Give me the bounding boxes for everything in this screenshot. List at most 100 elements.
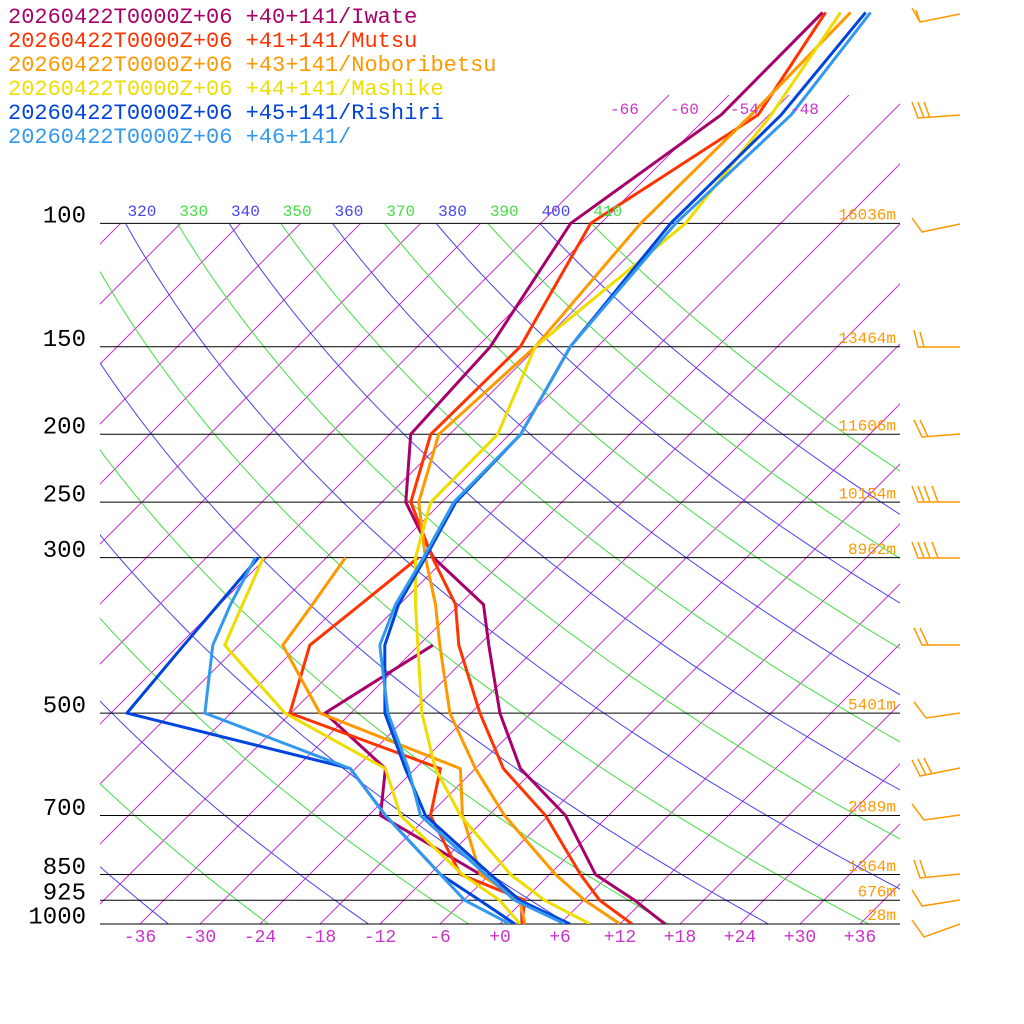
x-tick-label: +36 — [844, 928, 876, 948]
x-tick-label: -30 — [184, 928, 216, 948]
theta-label: 360 — [335, 203, 364, 221]
isotherm — [100, 224, 181, 305]
x-tick-label: -24 — [244, 928, 276, 948]
temperature-line — [404, 11, 824, 924]
isotherm-label: -48 — [790, 101, 819, 119]
dry-adiabat — [100, 617, 469, 924]
isotherm — [439, 463, 900, 924]
height-label: 5401m — [848, 696, 896, 714]
y-tick-label: 100 — [43, 204, 86, 231]
isotherm — [100, 95, 850, 845]
height-label: 676m — [858, 883, 896, 901]
height-label: 16036m — [838, 207, 896, 225]
theta-label: 370 — [386, 203, 415, 221]
wind-barb — [911, 803, 961, 821]
wind-barb — [911, 541, 960, 559]
theta-label: 390 — [490, 203, 519, 221]
isotherm — [319, 343, 900, 924]
x-tick-label: -18 — [304, 928, 336, 948]
x-tick-label: +0 — [489, 928, 511, 948]
temperature-line — [417, 11, 852, 924]
isotherm — [199, 223, 900, 924]
theta-label: 380 — [438, 203, 467, 221]
height-label: 10154m — [838, 485, 896, 503]
dry-adiabat — [100, 700, 369, 924]
x-tick-label: +6 — [549, 928, 571, 948]
wind-barb — [913, 859, 961, 879]
x-tick-label: +12 — [604, 928, 636, 948]
theta-label: 410 — [593, 203, 622, 221]
background-lines — [0, 95, 900, 924]
dry-adiabat — [177, 224, 900, 840]
isotherm — [559, 583, 900, 924]
isotherm — [679, 703, 900, 924]
theta-label: 340 — [231, 203, 260, 221]
wind-barb — [911, 217, 961, 233]
theta-label: 330 — [179, 203, 208, 221]
y-tick-label: 1000 — [28, 904, 86, 931]
labels: -66 -60 -54 -48 320 330 340 350 360 370 380 390 400 4… — [8, 5, 896, 948]
height-label: 2889m — [848, 799, 896, 817]
isotherm-label: -66 — [610, 101, 639, 119]
wind-barb — [911, 919, 961, 938]
dry-adiabat — [100, 783, 269, 924]
isotherm — [100, 95, 670, 665]
temperature-line — [413, 11, 842, 924]
temperature-line — [383, 11, 867, 924]
wind-barb — [911, 889, 961, 907]
isotherm — [100, 224, 301, 425]
legend-entry: 20260422T0000Z+06 +45+141/Rishiri — [8, 101, 444, 126]
dry-adiabat — [539, 224, 900, 516]
wind-barb — [913, 701, 961, 719]
dry-adiabat — [384, 224, 900, 650]
wind-barb — [913, 627, 960, 646]
isotherm — [259, 283, 900, 924]
isotherm — [499, 523, 900, 924]
theta-label: 400 — [542, 203, 571, 221]
isotherm-label: -54 — [730, 101, 759, 119]
theta-label: 350 — [283, 203, 312, 221]
dry-adiabat — [332, 224, 900, 696]
isotherm — [379, 403, 900, 924]
height-label: 28m — [867, 907, 896, 925]
y-tick-label: 300 — [43, 538, 86, 565]
isotherm — [100, 95, 790, 785]
wind-barb — [913, 329, 960, 348]
y-tick-label: 250 — [43, 483, 86, 510]
dry-adiabat — [436, 224, 900, 604]
wind-barb — [911, 485, 960, 503]
dry-adiabat — [487, 224, 900, 560]
dry-adiabat — [125, 224, 900, 890]
dry-adiabat — [100, 361, 769, 924]
height-label: 11606m — [838, 417, 896, 435]
dry-adiabat — [100, 449, 669, 924]
theta-label: 320 — [128, 203, 157, 221]
temperature-line — [378, 11, 872, 924]
wind-barbs — [911, 7, 961, 938]
x-tick-label: -12 — [364, 928, 396, 948]
x-tick-label: -36 — [124, 928, 156, 948]
isotherm-label: -60 — [670, 101, 699, 119]
profiles — [125, 11, 872, 924]
y-tick-label: 150 — [43, 327, 86, 354]
y-tick-label: 700 — [43, 796, 86, 823]
legend-entry: 20260422T0000Z+06 +40+141/Iwate — [8, 5, 417, 30]
isotherm — [0, 223, 1, 924]
isotherm — [100, 103, 900, 905]
isotherm — [100, 224, 241, 365]
height-label: 13464m — [838, 330, 896, 348]
wind-barb — [913, 419, 961, 438]
dry-adiabat — [100, 534, 569, 924]
dewpoint-line — [288, 556, 527, 924]
temperature-line — [409, 11, 827, 924]
y-tick-label: 200 — [43, 415, 86, 442]
legend-entry: 20260422T0000Z+06 +41+141/Mutsu — [8, 29, 417, 54]
dry-adiabat — [280, 224, 900, 743]
x-tick-label: -6 — [429, 928, 451, 948]
y-tick-label: 925 — [43, 881, 86, 908]
wind-barb — [911, 101, 961, 119]
x-tick-label: +24 — [724, 928, 756, 948]
height-label: 1364m — [848, 858, 896, 876]
x-tick-label: +30 — [784, 928, 816, 948]
